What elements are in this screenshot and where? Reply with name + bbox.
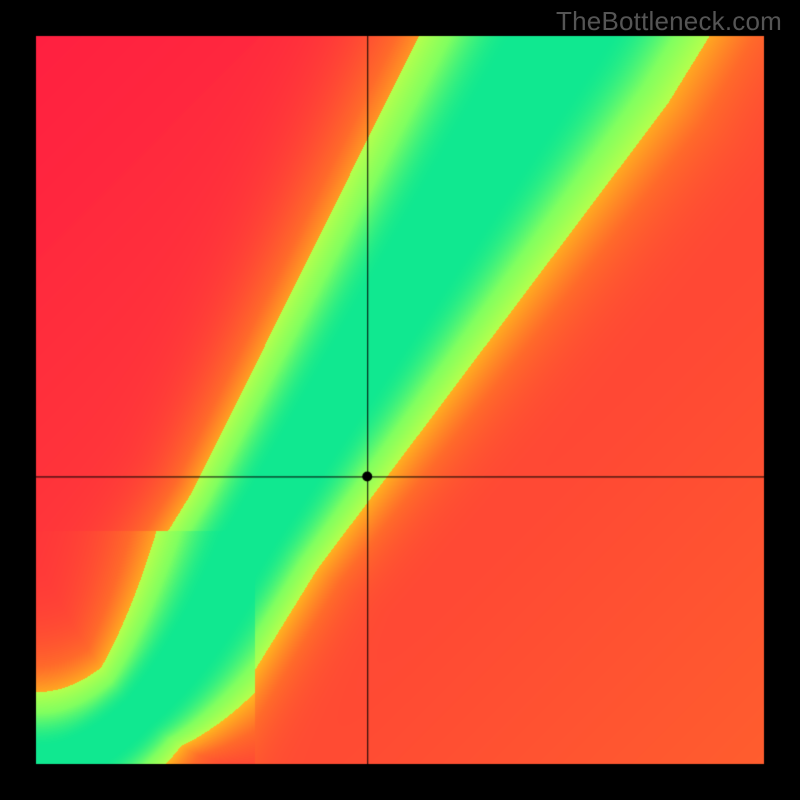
chart-container: { "watermark": { "text": "TheBottleneck.… bbox=[0, 0, 800, 800]
watermark-text: TheBottleneck.com bbox=[556, 6, 782, 37]
bottleneck-heatmap bbox=[0, 0, 800, 800]
